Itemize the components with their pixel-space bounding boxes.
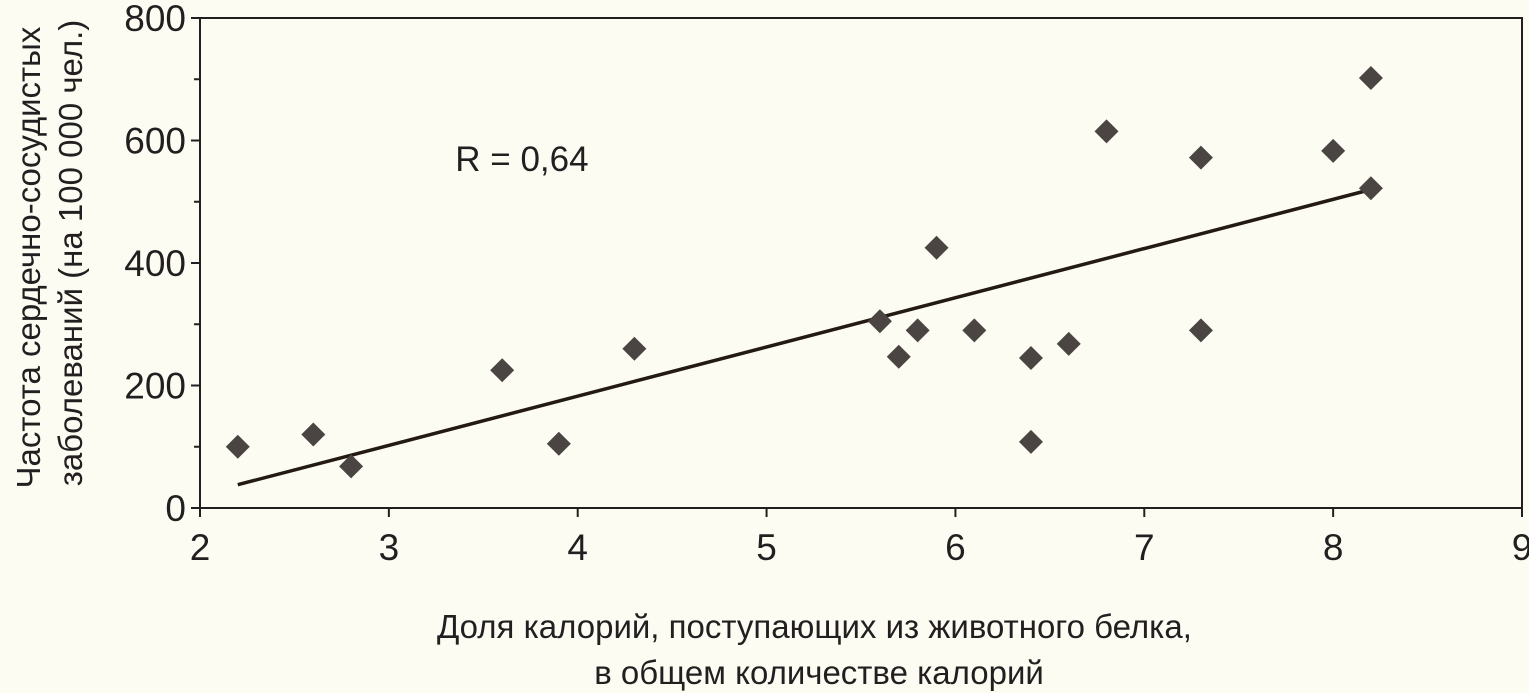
data-point: [339, 454, 364, 479]
data-point: [1018, 429, 1043, 454]
correlation-annotation: R = 0,64: [455, 140, 588, 179]
x-tick-label: 5: [756, 527, 777, 568]
data-point: [1056, 331, 1081, 356]
data-point: [301, 422, 326, 447]
x-tick-label: 4: [567, 527, 588, 568]
x-axis-title-line-1: Доля калорий, поступающих из животного б…: [437, 608, 1192, 645]
data-point: [962, 318, 987, 343]
x-tick-label: 2: [190, 527, 211, 568]
x-tick-label: 8: [1323, 527, 1344, 568]
data-point: [225, 434, 250, 459]
x-axis-ticks: 2 3 4 5 6 7 8 9: [190, 508, 1529, 568]
x-axis-title: Доля калорий, поступающих из животного б…: [437, 608, 1201, 691]
data-point: [1358, 176, 1383, 201]
y-tick-label: 400: [124, 243, 186, 284]
data-point: [1018, 345, 1043, 370]
data-point: [924, 235, 949, 260]
data-point: [1188, 318, 1213, 343]
data-point: [886, 344, 911, 369]
x-axis-title-line-2: в общем количестве калорий: [594, 654, 1044, 691]
data-point: [905, 318, 930, 343]
data-point: [1358, 66, 1383, 91]
data-point: [622, 336, 647, 361]
y-axis-ticks: 0 200 400 600 800: [124, 0, 200, 529]
trendline: [237, 187, 1372, 487]
y-tick-label: 200: [124, 366, 186, 407]
data-point: [1094, 119, 1119, 144]
x-tick-label: 6: [945, 527, 966, 568]
y-axis-title-line-1: Частота сердечно-сосудистых: [10, 26, 47, 488]
data-point: [490, 358, 515, 383]
y-axis-title-line-2: заболеваний (на 100 000 чел.): [52, 20, 89, 486]
trendline-group: [237, 187, 1372, 487]
data-points: [225, 66, 1383, 479]
x-tick-label: 7: [1134, 527, 1155, 568]
x-tick-label: 3: [379, 527, 400, 568]
x-tick-label: 9: [1512, 527, 1529, 568]
y-tick-label: 0: [165, 488, 186, 529]
data-point: [546, 431, 571, 456]
y-tick-label: 600: [124, 121, 186, 162]
data-point: [1321, 138, 1346, 163]
data-point: [1188, 145, 1213, 170]
y-tick-label: 800: [124, 0, 186, 39]
data-point: [867, 309, 892, 334]
y-axis-title: Частота сердечно-сосудистых заболеваний …: [10, 17, 89, 488]
